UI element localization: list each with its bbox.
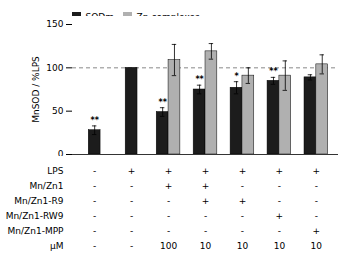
svg-text:+: + <box>165 181 173 191</box>
svg-text:-: - <box>93 196 96 206</box>
svg-text:150: 150 <box>46 19 63 29</box>
svg-text:-: - <box>315 181 318 191</box>
svg-text:10: 10 <box>311 241 323 251</box>
svg-text:MnSOD / %LPS: MnSOD / %LPS <box>31 56 41 123</box>
svg-text:-: - <box>167 196 170 206</box>
svg-text:0: 0 <box>58 149 64 156</box>
svg-text:-: - <box>241 211 244 221</box>
svg-text:-: - <box>93 181 96 191</box>
svg-text:-: - <box>93 211 96 221</box>
svg-text:-: - <box>93 166 96 176</box>
svg-text:-: - <box>204 226 207 236</box>
svg-text:**: ** <box>158 98 167 107</box>
svg-text:+: + <box>239 166 247 176</box>
svg-text:-: - <box>167 226 170 236</box>
svg-text:μM: μM <box>50 241 64 251</box>
svg-text:Mn/Zn1-MPP: Mn/Zn1-MPP <box>8 226 65 236</box>
svg-text:Mn/Zn1-RW9: Mn/Zn1-RW9 <box>6 211 64 221</box>
svg-text:-: - <box>130 196 133 206</box>
svg-text:**: ** <box>90 116 99 125</box>
svg-text:*: * <box>234 72 239 81</box>
svg-text:-: - <box>167 211 170 221</box>
svg-text:100: 100 <box>160 241 177 251</box>
svg-text:+: + <box>128 166 136 176</box>
svg-text:+: + <box>276 166 284 176</box>
svg-text:-: - <box>278 181 281 191</box>
svg-text:Mn/Zn1-R9: Mn/Zn1-R9 <box>14 196 64 206</box>
svg-text:+: + <box>313 226 321 236</box>
svg-text:-: - <box>241 226 244 236</box>
svg-text:10: 10 <box>274 241 286 251</box>
svg-text:+: + <box>276 211 284 221</box>
svg-text:-: - <box>130 226 133 236</box>
svg-text:10: 10 <box>237 241 249 251</box>
svg-text:-: - <box>241 181 244 191</box>
svg-text:+: + <box>202 196 210 206</box>
svg-text:-: - <box>130 211 133 221</box>
svg-text:+: + <box>202 181 210 191</box>
svg-text:-: - <box>130 181 133 191</box>
svg-text:+: + <box>202 166 210 176</box>
svg-text:**: ** <box>269 67 278 76</box>
svg-text:Mn/Zn1: Mn/Zn1 <box>29 181 63 191</box>
svg-text:10: 10 <box>200 241 212 251</box>
svg-text:**: ** <box>195 75 204 84</box>
svg-text:-: - <box>278 226 281 236</box>
svg-text:-: - <box>204 211 207 221</box>
svg-text:-: - <box>93 241 96 251</box>
svg-text:-: - <box>315 211 318 221</box>
svg-text:100: 100 <box>46 63 63 73</box>
svg-text:-: - <box>130 241 133 251</box>
svg-text:LPS: LPS <box>47 166 63 176</box>
svg-text:+: + <box>165 166 173 176</box>
svg-text:+: + <box>239 196 247 206</box>
svg-text:50: 50 <box>52 106 64 116</box>
svg-text:-: - <box>278 196 281 206</box>
svg-text:+: + <box>313 166 321 176</box>
svg-text:-: - <box>93 226 96 236</box>
svg-text:-: - <box>315 196 318 206</box>
